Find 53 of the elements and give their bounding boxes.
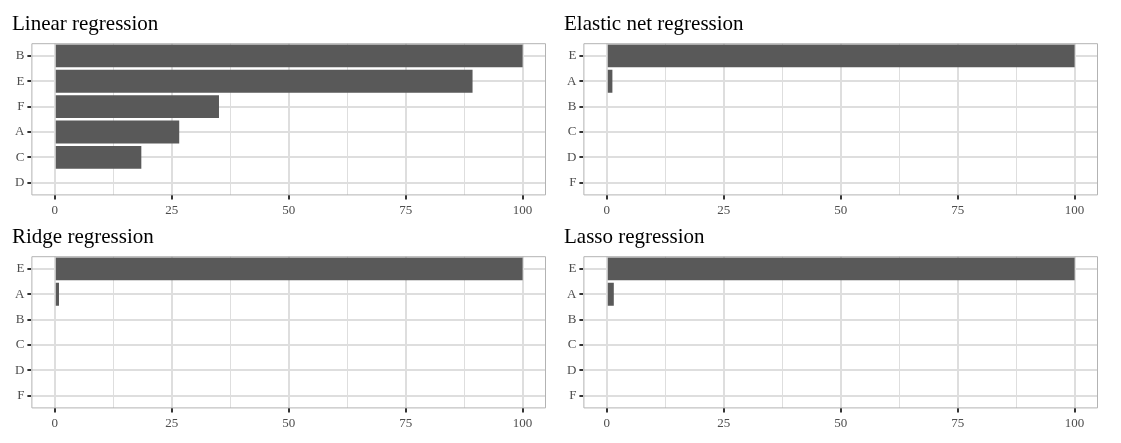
x-tick-label: 100 [512, 201, 533, 217]
y-tick-label: E [568, 47, 577, 63]
y-tick-label: C [15, 336, 25, 352]
chart-title: Linear regression [12, 11, 159, 36]
x-tick-label: 0 [603, 201, 611, 217]
y-tick-label: D [567, 361, 577, 377]
chart-title: Lasso regression [564, 224, 706, 249]
x-tick-label: 25 [717, 414, 731, 430]
y-tick-label: C [567, 336, 577, 352]
y-tick-label: E [16, 72, 25, 88]
x-tick-label: 50 [282, 414, 296, 430]
y-tick-label: F [17, 387, 25, 403]
x-tick-label: 75 [951, 201, 965, 217]
bar [55, 120, 180, 144]
x-tick-label: 25 [165, 201, 179, 217]
y-tick-label: B [15, 311, 25, 327]
x-tick-label: 50 [834, 201, 848, 217]
y-tick-label: D [567, 148, 577, 164]
y-tick-label: E [16, 260, 25, 276]
x-tick-label: 50 [834, 414, 848, 430]
chart-title: Elastic net regression [564, 11, 745, 36]
x-tick-label: 100 [1064, 201, 1085, 217]
y-tick-label: D [15, 361, 25, 377]
y-tick-label: A [567, 72, 577, 88]
x-tick-label: 50 [282, 201, 296, 217]
x-tick-label: 0 [51, 201, 59, 217]
x-tick-label: 75 [399, 201, 413, 217]
y-tick-label: B [15, 47, 25, 63]
x-tick-label: 100 [1064, 414, 1085, 430]
x-tick-label: 25 [165, 414, 179, 430]
x-tick-label: 100 [512, 414, 533, 430]
y-tick-label: C [15, 148, 25, 164]
bar [55, 69, 473, 93]
y-tick-label: A [567, 285, 577, 301]
y-tick-label: F [569, 387, 577, 403]
y-tick-label: B [567, 311, 577, 327]
y-tick-label: E [568, 260, 577, 276]
x-tick-label: 0 [51, 414, 59, 430]
y-tick-label: F [17, 98, 25, 114]
x-tick-label: 0 [603, 414, 611, 430]
bar [55, 145, 142, 169]
y-tick-label: B [567, 98, 577, 114]
y-tick-label: A [15, 123, 25, 139]
x-tick-label: 75 [399, 414, 413, 430]
bar [55, 44, 523, 68]
x-tick-label: 25 [717, 201, 731, 217]
y-tick-label: F [569, 174, 577, 190]
x-tick-label: 75 [951, 414, 965, 430]
bar [55, 95, 219, 119]
y-tick-label: A [15, 285, 25, 301]
y-tick-label: D [15, 174, 25, 190]
y-tick-label: C [567, 123, 577, 139]
chart-title: Ridge regression [12, 224, 155, 249]
